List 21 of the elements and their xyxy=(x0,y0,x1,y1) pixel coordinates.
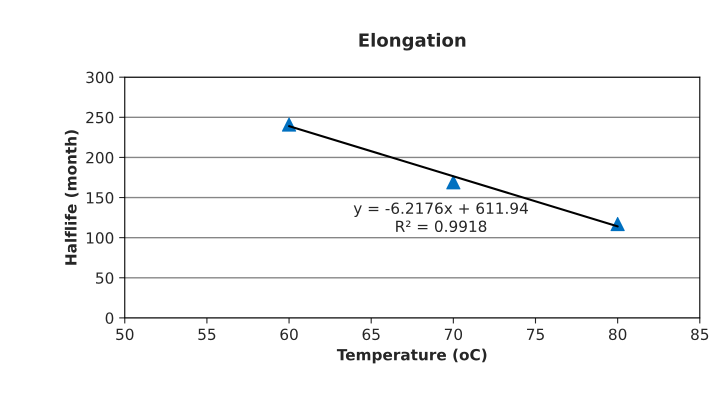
x-tick-label: 75 xyxy=(527,328,544,340)
y-tick-label: 50 xyxy=(96,272,114,284)
chart-title: Elongation xyxy=(359,32,466,51)
x-tick-label: 85 xyxy=(691,328,708,340)
x-tick-label: 55 xyxy=(198,328,216,340)
x-tick-label: 50 xyxy=(116,328,134,340)
y-axis-title: Halflife (month) xyxy=(64,130,78,265)
y-tick-label: 300 xyxy=(86,72,114,84)
x-tick-label: 60 xyxy=(280,328,298,340)
annotation: y = -6.2176x + 611.94 xyxy=(354,202,528,217)
x-tick-label: 70 xyxy=(444,328,462,340)
point xyxy=(446,175,460,190)
y-tick-label: 150 xyxy=(86,192,114,204)
x-tick-label: 80 xyxy=(608,328,626,340)
y-tick-label: 200 xyxy=(86,152,114,164)
x-tick-label: 65 xyxy=(362,328,380,340)
x-axis-title: Temperature (oC) xyxy=(336,348,486,364)
y-tick-label: 100 xyxy=(86,232,114,244)
annotation: R² = 0.9918 xyxy=(396,220,486,232)
y-tick-label: 0 xyxy=(106,312,114,324)
y-tick-label: 250 xyxy=(86,112,114,124)
